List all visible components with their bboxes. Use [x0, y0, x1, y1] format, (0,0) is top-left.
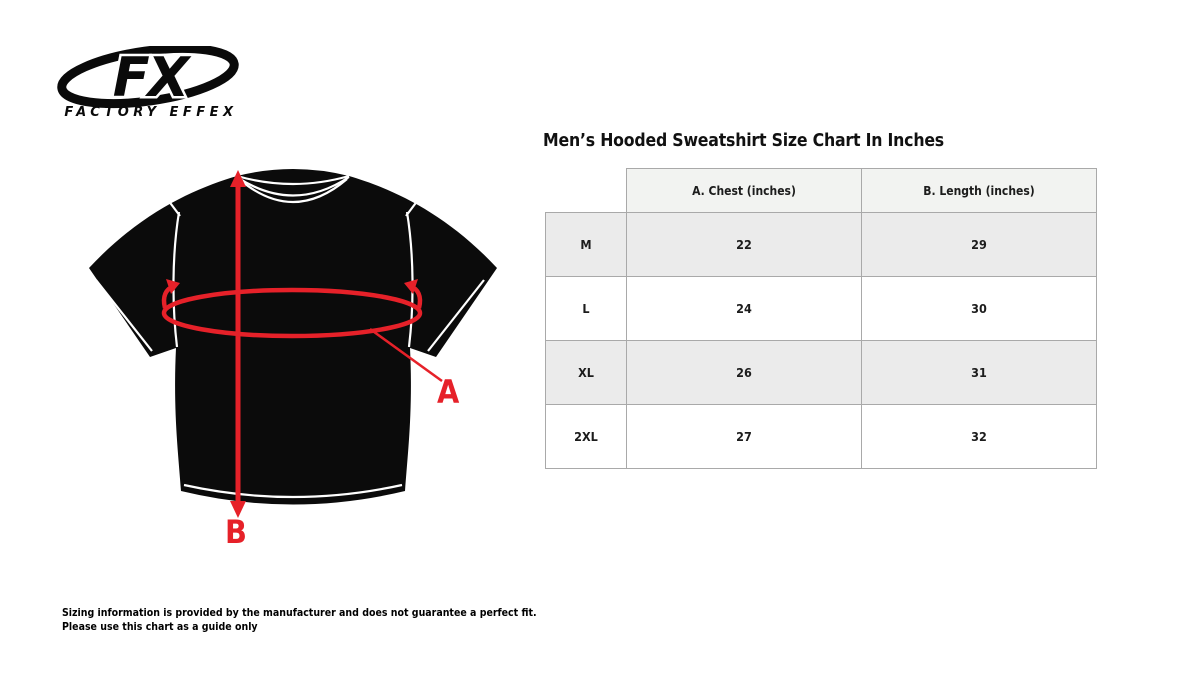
length-value-cell: 31	[861, 340, 1097, 405]
label-b: B	[225, 513, 247, 550]
length-value-cell: 30	[861, 276, 1097, 341]
size-label-cell: L	[545, 276, 627, 341]
corner-cell	[545, 168, 627, 213]
table-row: L 24 30	[545, 276, 1097, 341]
length-arrow-bottom-head	[230, 501, 246, 518]
logo-fx-text: FX	[113, 46, 192, 109]
tshirt-stitch-details	[95, 174, 485, 499]
chest-ellipse	[161, 287, 423, 339]
label-a: A	[437, 373, 460, 411]
header-row: A. Chest (inches) B. Length (inches)	[545, 168, 1097, 213]
chest-leader-line	[369, 327, 443, 383]
col-header-length: B. Length (inches)	[861, 168, 1097, 213]
size-label-cell: XL	[545, 340, 627, 405]
length-value-cell: 29	[861, 212, 1097, 277]
chest-tip-right-head	[404, 279, 418, 294]
tshirt-measurement-diagram: A B	[89, 169, 497, 550]
size-label-cell: M	[545, 212, 627, 277]
chest-value-cell: 24	[626, 276, 862, 341]
factory-effex-logo: FX FACTORY EFFEX	[57, 46, 239, 120]
logo-subtext: FACTORY EFFEX	[64, 105, 237, 120]
sizing-disclaimer: Sizing information is provided by the ma…	[62, 607, 537, 634]
table-row: M 22 29	[545, 212, 1097, 277]
chest-tip-left-head	[166, 279, 180, 294]
fx-oval-icon	[57, 46, 239, 109]
size-chart-title: Men’s Hooded Sweatshirt Size Chart In In…	[543, 131, 944, 151]
table-row: 2XL 27 32	[545, 404, 1097, 469]
chest-value-cell: 22	[626, 212, 862, 277]
measurement-overlay: A B	[161, 170, 460, 550]
length-arrow-top-head	[230, 170, 246, 187]
length-value-cell: 32	[861, 404, 1097, 469]
disclaimer-line-1: Sizing information is provided by the ma…	[62, 607, 537, 619]
col-header-chest: A. Chest (inches)	[626, 168, 862, 213]
chest-value-cell: 27	[626, 404, 862, 469]
disclaimer-line-2: Please use this chart as a guide only	[62, 620, 258, 633]
size-label-cell: 2XL	[545, 404, 627, 469]
table-row: XL 26 31	[545, 340, 1097, 405]
size-chart-table: A. Chest (inches) B. Length (inches) M 22…	[545, 168, 1097, 469]
chest-value-cell: 26	[626, 340, 862, 405]
